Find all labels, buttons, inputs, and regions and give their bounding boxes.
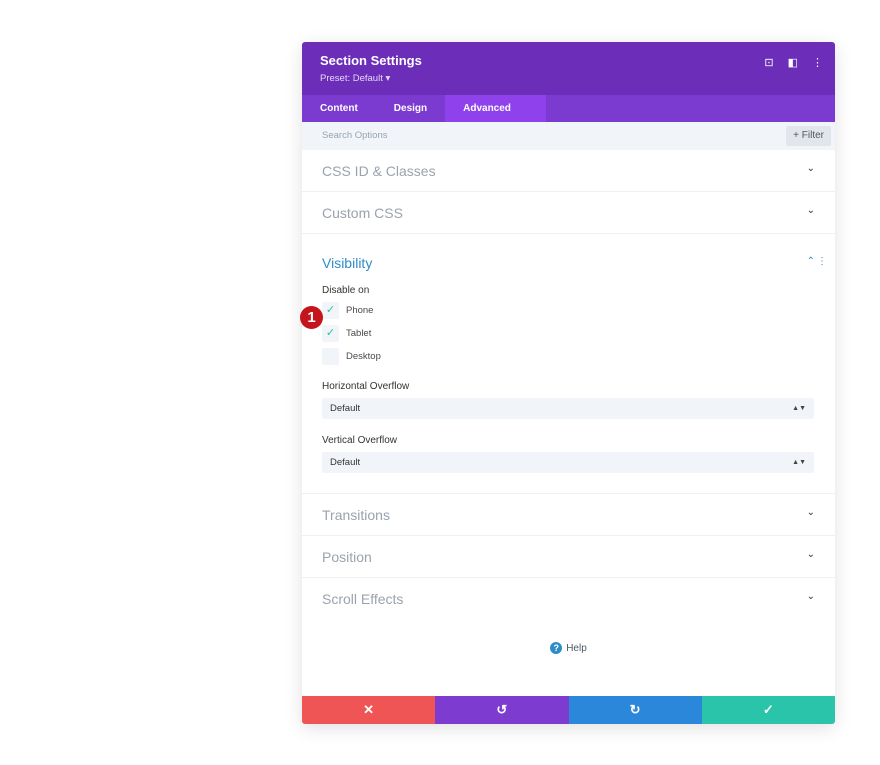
select-arrows-icon: ▲▼	[792, 459, 806, 466]
section-label: Transitions	[322, 507, 390, 523]
chevron-down-icon: ⌄	[806, 205, 815, 216]
more-options-icon[interactable]: ⋮	[817, 256, 827, 267]
section-visibility: Visibility ⌃ ⋮ Disable on ✓ Phone ✓ Tabl…	[302, 234, 835, 494]
section-scroll-effects[interactable]: Scroll Effects ⌄	[302, 578, 835, 620]
section-label: Scroll Effects	[322, 591, 404, 607]
chevron-down-icon: ⌄	[806, 507, 815, 518]
save-button[interactable]: ✓	[701, 696, 835, 724]
tablet-label: Tablet	[346, 328, 372, 339]
section-transitions[interactable]: Transitions ⌄	[302, 494, 835, 536]
cancel-button[interactable]: ✕	[302, 696, 436, 724]
vertical-overflow-label: Vertical Overflow	[322, 435, 398, 446]
step-badge: 1	[300, 306, 323, 329]
preset-dropdown[interactable]: Preset: Default ▾	[320, 73, 391, 84]
section-position[interactable]: Position ⌄	[302, 536, 835, 578]
search-bar: Search Options + Filter	[302, 122, 835, 150]
select-value: Default	[330, 403, 361, 414]
section-custom-css[interactable]: Custom CSS ⌄	[302, 192, 835, 234]
split-view-icon[interactable]: ◧	[787, 57, 798, 69]
section-settings-panel: Section Settings Preset: Default ▾ ⊡ ◧ ⋮…	[302, 42, 835, 724]
phone-label: Phone	[346, 305, 374, 316]
phone-checkbox[interactable]: ✓	[322, 302, 339, 319]
footer-actions: ✕ ↺ ↻ ✓	[302, 696, 835, 724]
panel-header: Section Settings Preset: Default ▾ ⊡ ◧ ⋮	[302, 42, 835, 95]
select-arrows-icon: ▲▼	[792, 405, 806, 412]
panel-title: Section Settings	[320, 53, 422, 68]
select-value: Default	[330, 457, 361, 468]
chevron-up-icon[interactable]: ⌃	[806, 256, 815, 267]
filter-button[interactable]: + Filter	[786, 126, 831, 146]
help-label: Help	[566, 643, 587, 654]
desktop-checkbox[interactable]	[322, 348, 339, 365]
tablet-checkbox[interactable]: ✓	[322, 325, 339, 342]
focus-icon[interactable]: ⊡	[764, 57, 774, 69]
help-icon: ?	[550, 642, 563, 654]
redo-button[interactable]: ↻	[568, 696, 702, 724]
tab-bar: Content Design Advanced	[302, 95, 835, 122]
section-label: Position	[322, 549, 372, 565]
tab-content[interactable]: Content	[320, 103, 358, 114]
undo-button[interactable]: ↺	[435, 696, 569, 724]
search-input[interactable]: Search Options	[322, 130, 388, 141]
help-link[interactable]: ? Help	[302, 642, 835, 654]
tab-advanced[interactable]: Advanced	[445, 95, 546, 122]
horizontal-overflow-select[interactable]: Default ▲▼	[322, 398, 814, 419]
disable-on-label: Disable on	[322, 285, 370, 296]
section-label: CSS ID & Classes	[322, 163, 436, 179]
section-label[interactable]: Visibility	[322, 255, 373, 271]
section-css-id-classes[interactable]: CSS ID & Classes ⌄	[302, 150, 835, 192]
horizontal-overflow-label: Horizontal Overflow	[322, 381, 410, 392]
vertical-overflow-select[interactable]: Default ▲▼	[322, 452, 814, 473]
chevron-down-icon: ⌄	[806, 591, 815, 602]
chevron-down-icon: ⌄	[806, 163, 815, 174]
section-label: Custom CSS	[322, 205, 403, 221]
chevron-down-icon: ⌄	[806, 549, 815, 560]
more-options-icon[interactable]: ⋮	[812, 57, 823, 69]
desktop-label: Desktop	[346, 351, 381, 362]
tab-design[interactable]: Design	[393, 103, 428, 114]
